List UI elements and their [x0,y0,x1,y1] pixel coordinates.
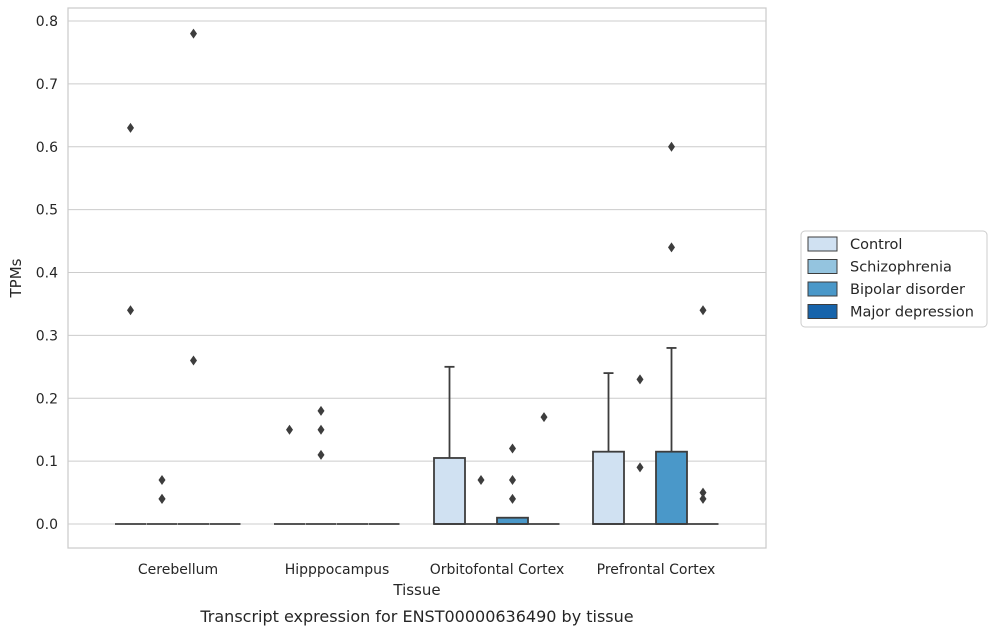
outlier-point [190,28,197,39]
x-tick-label: Hipppocampus [285,562,390,578]
y-tick-label: 0.8 [36,14,58,30]
box [496,516,529,525]
y-tick-label: 0.0 [36,517,58,533]
outlier-point [317,405,325,416]
outlier-point [636,374,644,385]
outlier-point [127,305,134,316]
outlier-point [668,141,675,152]
outlier-point [158,474,166,485]
outlier-point [286,424,293,435]
y-axis-label: TPMs [7,258,25,298]
outlier-point [509,474,516,485]
data-marks [115,28,719,525]
outlier-point [540,412,548,423]
outlier-point [158,493,166,504]
plot-frame [67,7,767,549]
outlier-point [509,493,516,504]
outlier-point [699,493,707,504]
legend-swatch [807,236,838,252]
outlier-point [699,487,707,498]
outlier-point [636,462,644,473]
outlier-point [127,122,134,133]
outlier-point [699,305,707,316]
legend-swatch [807,304,838,319]
y-axis-ticks: 0.0 0.1 0.2 0.3 0.4 0.5 0.6 0.7 0.8 [36,14,58,533]
y-tick-label: 0.2 [36,391,58,407]
outlier-point [668,242,675,253]
legend-frame [800,230,988,328]
legend-swatch [807,281,838,297]
y-tick-label: 0.6 [36,140,58,156]
legend-label: Major depression [850,305,974,321]
outlier-point [509,443,516,454]
y-tick-label: 0.4 [36,266,58,282]
outlier-point [477,474,485,485]
gridlines [68,20,766,525]
chart-caption: Transcript expression for ENST0000063649… [199,607,633,626]
y-tick-label: 0.7 [36,77,58,93]
y-tick-label: 0.1 [36,454,58,470]
legend-label: Control [850,237,902,253]
legend-swatch [807,259,838,274]
legend-label: Schizophrenia [850,260,952,276]
outlier-point [190,355,197,366]
x-tick-label: Cerebellum [138,562,218,578]
outlier-point [317,449,325,460]
y-tick-label: 0.3 [36,328,58,344]
box [592,450,625,525]
legend-label: Bipolar disorder [850,282,965,298]
outlier-point [317,424,325,435]
box [433,457,466,525]
x-tick-label: Prefrontal Cortex [597,562,716,578]
x-axis-ticks: Cerebellum Hipppocampus Orbitofontal Corte… [138,562,715,578]
x-axis-label: Tissue [392,581,440,599]
y-tick-label: 0.5 [36,203,58,219]
x-tick-label: Orbitofontal Cortex [430,562,565,578]
box [655,450,688,525]
legend: Control Schizophrenia Bipolar disorder Majo… [800,230,988,328]
